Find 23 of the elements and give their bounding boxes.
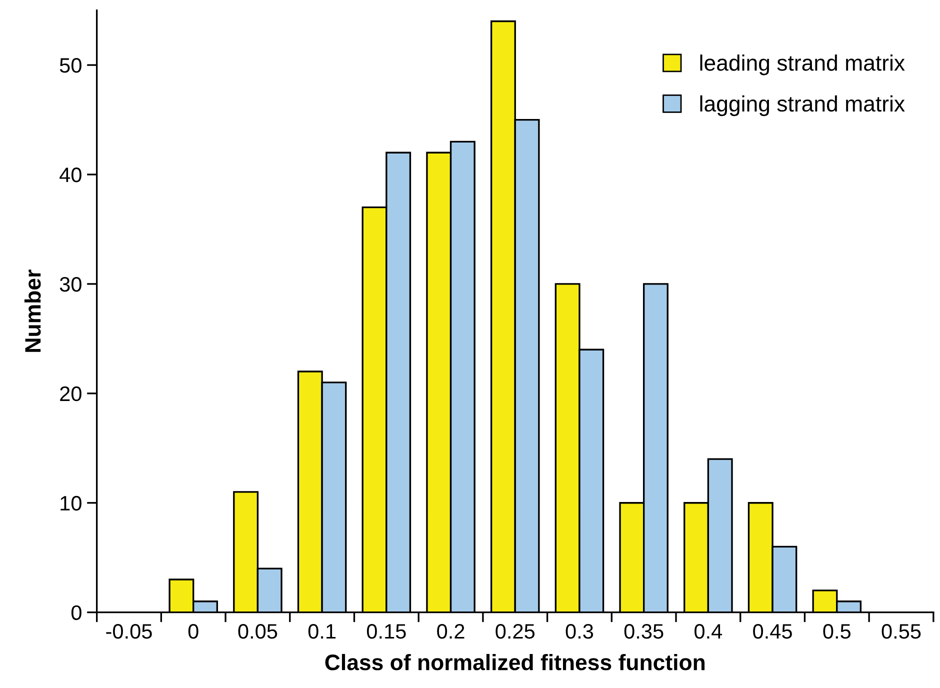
y-tick-label: 50 bbox=[60, 58, 82, 73]
y-tick-label: 30 bbox=[60, 276, 82, 292]
y-tick-label: 40 bbox=[60, 168, 82, 182]
y-tick-label: 10 bbox=[60, 496, 82, 511]
x-tick-label: 0.55 bbox=[882, 624, 921, 639]
x-axis-title: Class of normalized fitness function bbox=[325, 654, 705, 670]
x-tick-label: 0 bbox=[188, 624, 198, 639]
legend-label: lagging strand matrix bbox=[700, 95, 905, 116]
x-tick-label: -0.05 bbox=[106, 624, 152, 639]
y-axis-title: Number bbox=[24, 270, 41, 352]
x-tick-label: 0.1 bbox=[308, 624, 336, 639]
x-tick-label: 0.25 bbox=[496, 624, 535, 639]
x-tick-label: 0.3 bbox=[566, 624, 594, 639]
x-tick-label: 0.45 bbox=[753, 624, 792, 639]
x-tick-label: 0.05 bbox=[238, 624, 278, 639]
x-tick-label: 0.2 bbox=[437, 624, 464, 639]
legend-label: leading strand matrix bbox=[700, 54, 905, 76]
x-tick-label: 0.35 bbox=[624, 624, 664, 639]
x-tick-label: 0.15 bbox=[366, 624, 406, 639]
y-tick-label: 20 bbox=[60, 386, 82, 402]
x-tick-label: 0.4 bbox=[694, 624, 722, 639]
x-tick-label: 0.5 bbox=[823, 624, 850, 639]
y-tick-label: 0 bbox=[71, 605, 82, 620]
